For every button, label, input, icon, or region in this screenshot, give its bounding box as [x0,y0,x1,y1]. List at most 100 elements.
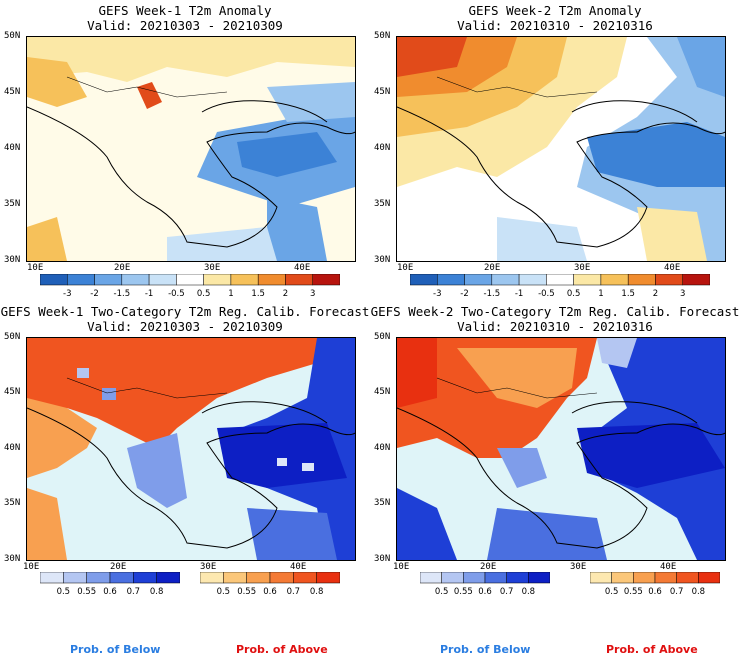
lat-label: 30N [374,255,391,265]
lon-label: 40E [664,263,681,273]
panel-title: GEFS Week-1 Two-Category T2m Reg. Calib.… [0,304,370,319]
lat-label: 40N [374,143,391,153]
lat-label: 45N [4,87,21,97]
lon-label: 40E [290,562,307,572]
colorbar-tick-label: 0.8 [150,587,164,597]
colorbar-tick-label: 0.7 [670,587,684,597]
lon-label: 20E [114,263,131,273]
colorbar-tick-label: 0.8 [310,587,324,597]
colorbar-tick-label: -1.5 [114,289,131,299]
colorbar-swatch [121,273,150,286]
colorbar-tick-label: 3 [680,289,685,299]
colorbar-tick-label: -2 [90,289,98,299]
colorbar-tick-label: 0.55 [454,587,473,597]
lat-label: 40N [374,443,391,453]
lat-label: 35N [4,199,21,209]
colorbar-swatch [676,571,699,584]
colorbar-swatch [546,273,574,286]
lon-label: 20E [480,562,497,572]
coastlines [397,76,725,248]
panel-title: GEFS Week-1 T2m Anomaly [98,3,272,18]
colorbar-tick-label: 0.8 [692,587,706,597]
lat-label: 30N [4,255,21,265]
colorbar-tick-label: 0.6 [648,587,662,597]
colorbar-tick-label: 2 [283,289,288,299]
colorbar-swatch [39,571,64,584]
colorbar-swatch [589,571,612,584]
colorbar-tick-label: 1 [228,289,233,299]
colorbar-tick-label: -3 [63,289,71,299]
colorbar-swatch [285,273,313,286]
panel-valid-date: Valid: 20210303 - 20210309 [87,319,283,334]
map-week2-prob [396,337,726,561]
colorbar-swatch [409,273,438,286]
colorbar-graphic: -3 -2 -1.5 -1 -0.5 0.5 1 1.5 2 3 [409,273,711,299]
lon-label: 40E [660,562,677,572]
prob-below-label: Prob. of Below [440,643,531,656]
colorbar-graphic: 0.5 0.55 0.6 0.7 0.8 [419,571,551,597]
panel-week1-prob: GEFS Week-1 Two-Category T2m Reg. Calib.… [0,300,370,600]
colorbar-swatch [654,571,677,584]
colorbar-swatch [464,273,493,286]
lat-label: 50N [4,332,21,342]
colorbar-swatch [148,273,177,286]
lon-label: 30E [200,562,217,572]
prob-field-week2 [397,338,725,560]
lon-label: 30E [570,562,587,572]
colorbar-tick-label: -1 [515,289,523,299]
colorbar-swatch [199,571,224,584]
colorbar-graphic: 0.5 0.55 0.6 0.7 0.8 [39,571,181,597]
colorbar-swatch [293,571,317,584]
colorbar-tick-label: 0.7 [500,587,514,597]
colorbar-tick-label: -2 [460,289,468,299]
colorbar-swatch [94,273,123,286]
colorbar-tick-label: 1.5 [621,289,635,299]
lon-label: 10E [23,562,40,572]
lon-label: 10E [397,263,414,273]
panel-valid-date: Valid: 20210310 - 20210316 [457,319,653,334]
colorbar-swatch [528,571,551,584]
colorbar-swatch [655,273,683,286]
coastlines [397,377,725,549]
colorbar-tick-label: 0.55 [77,587,96,597]
lat-label: 50N [374,31,391,41]
lat-label: 50N [4,31,21,41]
prob-below-label: Prob. of Below [70,643,161,656]
colorbar-swatch [506,571,529,584]
anomaly-field-week2 [397,37,725,261]
colorbar-swatch [176,273,204,286]
panel-valid-date: Valid: 20210303 - 20210309 [87,18,283,33]
colorbar-swatch [600,273,629,286]
lon-label: 40E [294,263,311,273]
prob-below-colorbar: 0.5 0.55 0.6 0.7 0.8 [419,571,551,598]
colorbar-swatch [67,273,95,286]
colorbar-tick-label: 0.6 [263,587,277,597]
colorbar-swatch [627,273,656,286]
panel-week2-prob: GEFS Week-2 Two-Category T2m Reg. Calib.… [370,300,740,600]
lat-label: 45N [4,387,21,397]
prob-above-label: Prob. of Above [606,643,698,656]
colorbar-tick-label: -3 [433,289,441,299]
colorbar-swatch [246,571,271,584]
map-week1-prob [26,337,356,561]
map-week1-anomaly [26,36,356,262]
colorbar-tick-label: 3 [310,289,315,299]
colorbar-swatch [133,571,157,584]
lon-label: 30E [204,263,221,273]
colorbar-tick-label: 0.5 [567,289,581,299]
colorbar-swatch [316,571,341,584]
colorbar-tick-label: -1 [145,289,153,299]
colorbar-tick-label: 0.8 [522,587,536,597]
prob-field-week1 [27,338,355,560]
lat-label: 45N [374,387,391,397]
colorbar-swatch [419,571,442,584]
colorbar-tick-label: 0.5 [605,587,619,597]
lat-label: 45N [374,87,391,97]
colorbar-swatch [463,571,486,584]
colorbar-swatch [223,571,247,584]
coastlines [27,76,355,248]
colorbar-tick-label: 0.5 [217,587,231,597]
colorbar-swatch [257,273,286,286]
colorbar-swatch [156,571,181,584]
lon-label: 10E [27,263,44,273]
